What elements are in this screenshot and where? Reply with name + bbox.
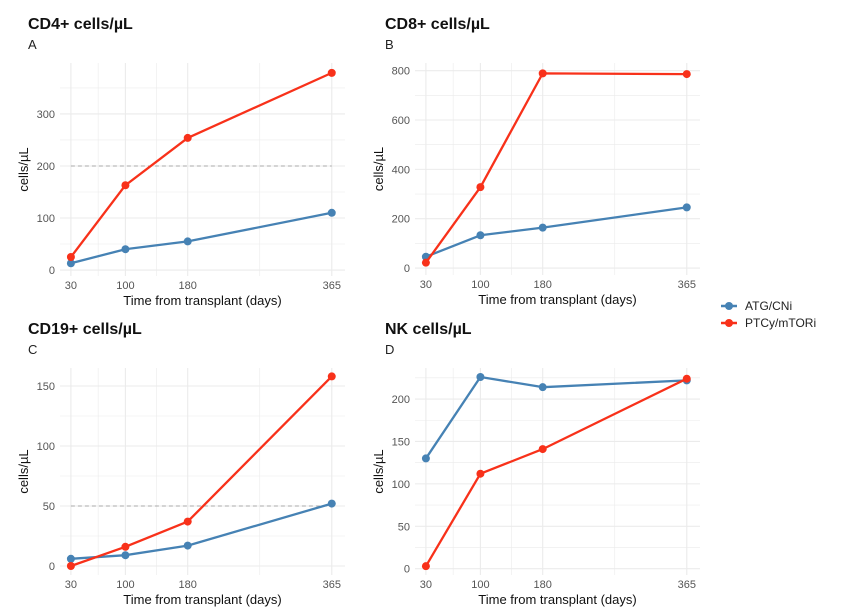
y-axis-title: cells/µL bbox=[371, 449, 386, 493]
legend-label-ptcy-mtori: PTCy/mTORi bbox=[745, 316, 816, 330]
data-point-atg-cni bbox=[121, 551, 130, 560]
series-line-atg-cni bbox=[70, 502, 333, 560]
series-line-ptcy-mtori bbox=[70, 375, 333, 568]
panel-tag: D bbox=[385, 342, 394, 357]
data-point-atg-cni bbox=[538, 223, 547, 232]
x-tick-label: 30 bbox=[420, 279, 432, 291]
panel-title: NK cells/µL bbox=[385, 321, 472, 338]
data-point-ptcy-mtori bbox=[682, 374, 691, 383]
x-tick-label: 365 bbox=[678, 279, 696, 291]
y-tick-label: 600 bbox=[392, 115, 410, 127]
panel-tag: A bbox=[28, 37, 37, 52]
series-line-atg-cni bbox=[70, 211, 332, 265]
x-tick-label: 100 bbox=[116, 579, 134, 591]
legend-key-ptcy-mtori-point bbox=[725, 319, 733, 327]
data-point-atg-cni bbox=[327, 208, 336, 217]
y-tick-label: 400 bbox=[392, 164, 410, 176]
y-tick-label: 200 bbox=[37, 161, 55, 173]
y-tick-label: 0 bbox=[404, 263, 410, 275]
data-point-ptcy-mtori bbox=[183, 133, 192, 142]
y-tick-label: 150 bbox=[37, 381, 55, 393]
y-tick-label: 0 bbox=[49, 561, 55, 573]
y-tick-label: 0 bbox=[49, 265, 55, 277]
x-tick-label: 100 bbox=[116, 280, 134, 292]
x-tick-label: 365 bbox=[323, 280, 341, 292]
x-tick-label: 180 bbox=[179, 579, 197, 591]
x-tick-label: 365 bbox=[323, 579, 341, 591]
panel-title: CD4+ cells/µL bbox=[28, 16, 133, 33]
panel-title: CD19+ cells/µL bbox=[28, 321, 142, 338]
x-axis-title: Time from transplant (days) bbox=[478, 292, 636, 307]
series-line-atg-cni bbox=[424, 375, 687, 460]
y-tick-label: 50 bbox=[398, 521, 410, 533]
y-tick-label: 100 bbox=[37, 441, 55, 453]
y-tick-label: 100 bbox=[392, 479, 410, 491]
x-tick-label: 100 bbox=[471, 579, 489, 591]
data-point-ptcy-mtori bbox=[121, 542, 130, 551]
panel-a: 0 100 200 300 30 100 180 365 Time from transplan… bbox=[16, 16, 345, 308]
x-tick-label: 30 bbox=[65, 579, 77, 591]
data-point-ptcy-mtori bbox=[538, 445, 547, 454]
y-axis-title: cells/µL bbox=[16, 449, 31, 493]
x-tick-label: 100 bbox=[471, 279, 489, 291]
data-point-ptcy-mtori bbox=[421, 258, 430, 267]
data-point-ptcy-mtori bbox=[682, 70, 691, 79]
y-tick-label: 800 bbox=[392, 66, 410, 78]
series-line-atg-cni bbox=[425, 206, 687, 258]
panel-tag: C bbox=[28, 342, 37, 357]
data-point-ptcy-mtori bbox=[66, 253, 75, 262]
y-tick-label: 0 bbox=[404, 564, 410, 576]
data-point-ptcy-mtori bbox=[66, 562, 75, 570]
data-point-atg-cni bbox=[476, 231, 485, 240]
panel-title: CD8+ cells/µL bbox=[385, 16, 490, 33]
y-tick-label: 200 bbox=[392, 214, 410, 226]
x-tick-label: 180 bbox=[534, 279, 552, 291]
data-point-ptcy-mtori bbox=[183, 517, 192, 526]
data-point-atg-cni bbox=[476, 372, 485, 381]
y-tick-label: 200 bbox=[392, 394, 410, 406]
data-point-ptcy-mtori bbox=[121, 181, 130, 190]
data-point-ptcy-mtori bbox=[538, 69, 547, 78]
y-tick-label: 100 bbox=[37, 213, 55, 225]
x-tick-label: 365 bbox=[678, 579, 696, 591]
x-axis-title: Time from transplant (days) bbox=[123, 592, 281, 607]
x-tick-label: 180 bbox=[179, 280, 197, 292]
panel-c: 0 50 100 150 30 100 180 365 Time from transplant… bbox=[16, 321, 345, 607]
legend-label-atg-cni: ATG/CNi bbox=[745, 299, 792, 313]
panel-b: 0 200 400 600 800 30 100 180 365 Time from transp… bbox=[371, 16, 700, 307]
y-tick-label: 150 bbox=[392, 436, 410, 448]
series-line-ptcy-mtori bbox=[424, 72, 687, 264]
data-point-ptcy-mtori bbox=[476, 183, 485, 192]
data-point-ptcy-mtori bbox=[421, 562, 430, 571]
data-point-atg-cni bbox=[121, 245, 130, 254]
legend: ATG/CNi PTCy/mTORi bbox=[721, 299, 816, 330]
legend-key-atg-cni-point bbox=[725, 302, 733, 310]
y-axis-title: cells/µL bbox=[371, 147, 386, 191]
data-point-atg-cni bbox=[538, 383, 547, 392]
data-point-atg-cni bbox=[66, 554, 75, 563]
data-point-ptcy-mtori bbox=[327, 68, 336, 77]
data-point-atg-cni bbox=[183, 237, 192, 246]
y-tick-label: 300 bbox=[37, 109, 55, 121]
data-point-atg-cni bbox=[682, 203, 691, 212]
y-tick-label: 50 bbox=[43, 501, 55, 513]
x-tick-label: 180 bbox=[534, 579, 552, 591]
panel-tag: B bbox=[385, 37, 394, 52]
x-axis-title: Time from transplant (days) bbox=[123, 293, 281, 308]
x-tick-label: 30 bbox=[65, 280, 77, 292]
data-point-ptcy-mtori bbox=[476, 469, 485, 478]
y-axis-title: cells/µL bbox=[16, 147, 31, 191]
data-point-ptcy-mtori bbox=[327, 372, 336, 381]
series-line-ptcy-mtori bbox=[69, 71, 333, 258]
series-line-ptcy-mtori bbox=[424, 377, 688, 567]
x-axis-title: Time from transplant (days) bbox=[478, 592, 636, 607]
data-point-atg-cni bbox=[327, 499, 336, 508]
data-point-atg-cni bbox=[183, 541, 192, 550]
data-point-atg-cni bbox=[421, 454, 430, 463]
data-point-atg-cni bbox=[66, 259, 75, 268]
panel-d: 0 50 100 150 200 30 100 180 365 Time from transpl… bbox=[371, 321, 700, 607]
x-tick-label: 30 bbox=[420, 579, 432, 591]
